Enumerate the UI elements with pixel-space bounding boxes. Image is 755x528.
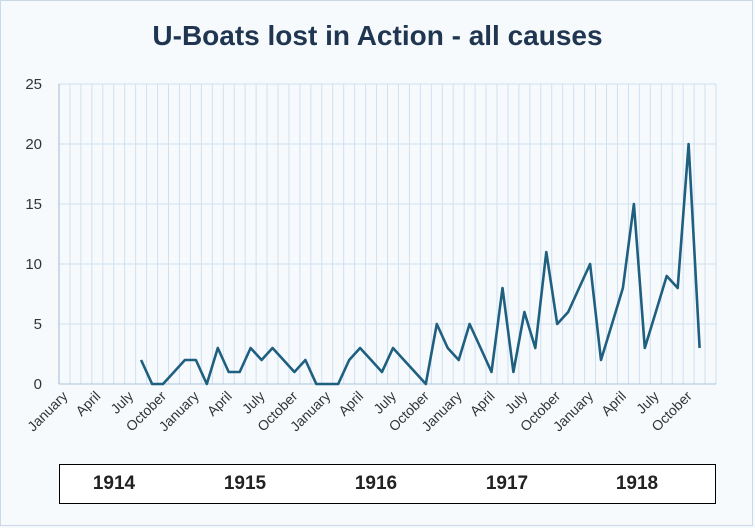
series-line bbox=[139, 142, 701, 386]
year-band: 1914 1915 1916 1917 1918 bbox=[59, 464, 716, 504]
year-label: 1916 bbox=[354, 473, 398, 494]
x-tick-label: April bbox=[335, 388, 366, 419]
y-tick-label: 10 bbox=[25, 256, 42, 273]
x-tick-label: April bbox=[467, 388, 498, 419]
gridlines bbox=[58, 83, 717, 385]
year-label: 1918 bbox=[615, 473, 659, 494]
x-tick-label: April bbox=[204, 388, 235, 419]
y-tick-labels: 0 5 10 15 20 25 bbox=[25, 76, 42, 393]
x-tick-label: April bbox=[72, 388, 103, 419]
y-tick-label: 25 bbox=[25, 76, 42, 93]
year-label: 1917 bbox=[485, 473, 529, 494]
year-label: 1915 bbox=[223, 473, 267, 494]
y-tick-label: 20 bbox=[25, 136, 42, 153]
y-tick-label: 15 bbox=[25, 196, 42, 213]
y-tick-label: 5 bbox=[34, 316, 42, 333]
y-tick-label: 0 bbox=[34, 376, 42, 393]
x-tick-label: January bbox=[24, 388, 71, 435]
year-label: 1914 bbox=[92, 473, 136, 494]
x-tick-label: April bbox=[598, 388, 629, 419]
chart-title: U-Boats lost in Action - all causes bbox=[152, 20, 603, 51]
